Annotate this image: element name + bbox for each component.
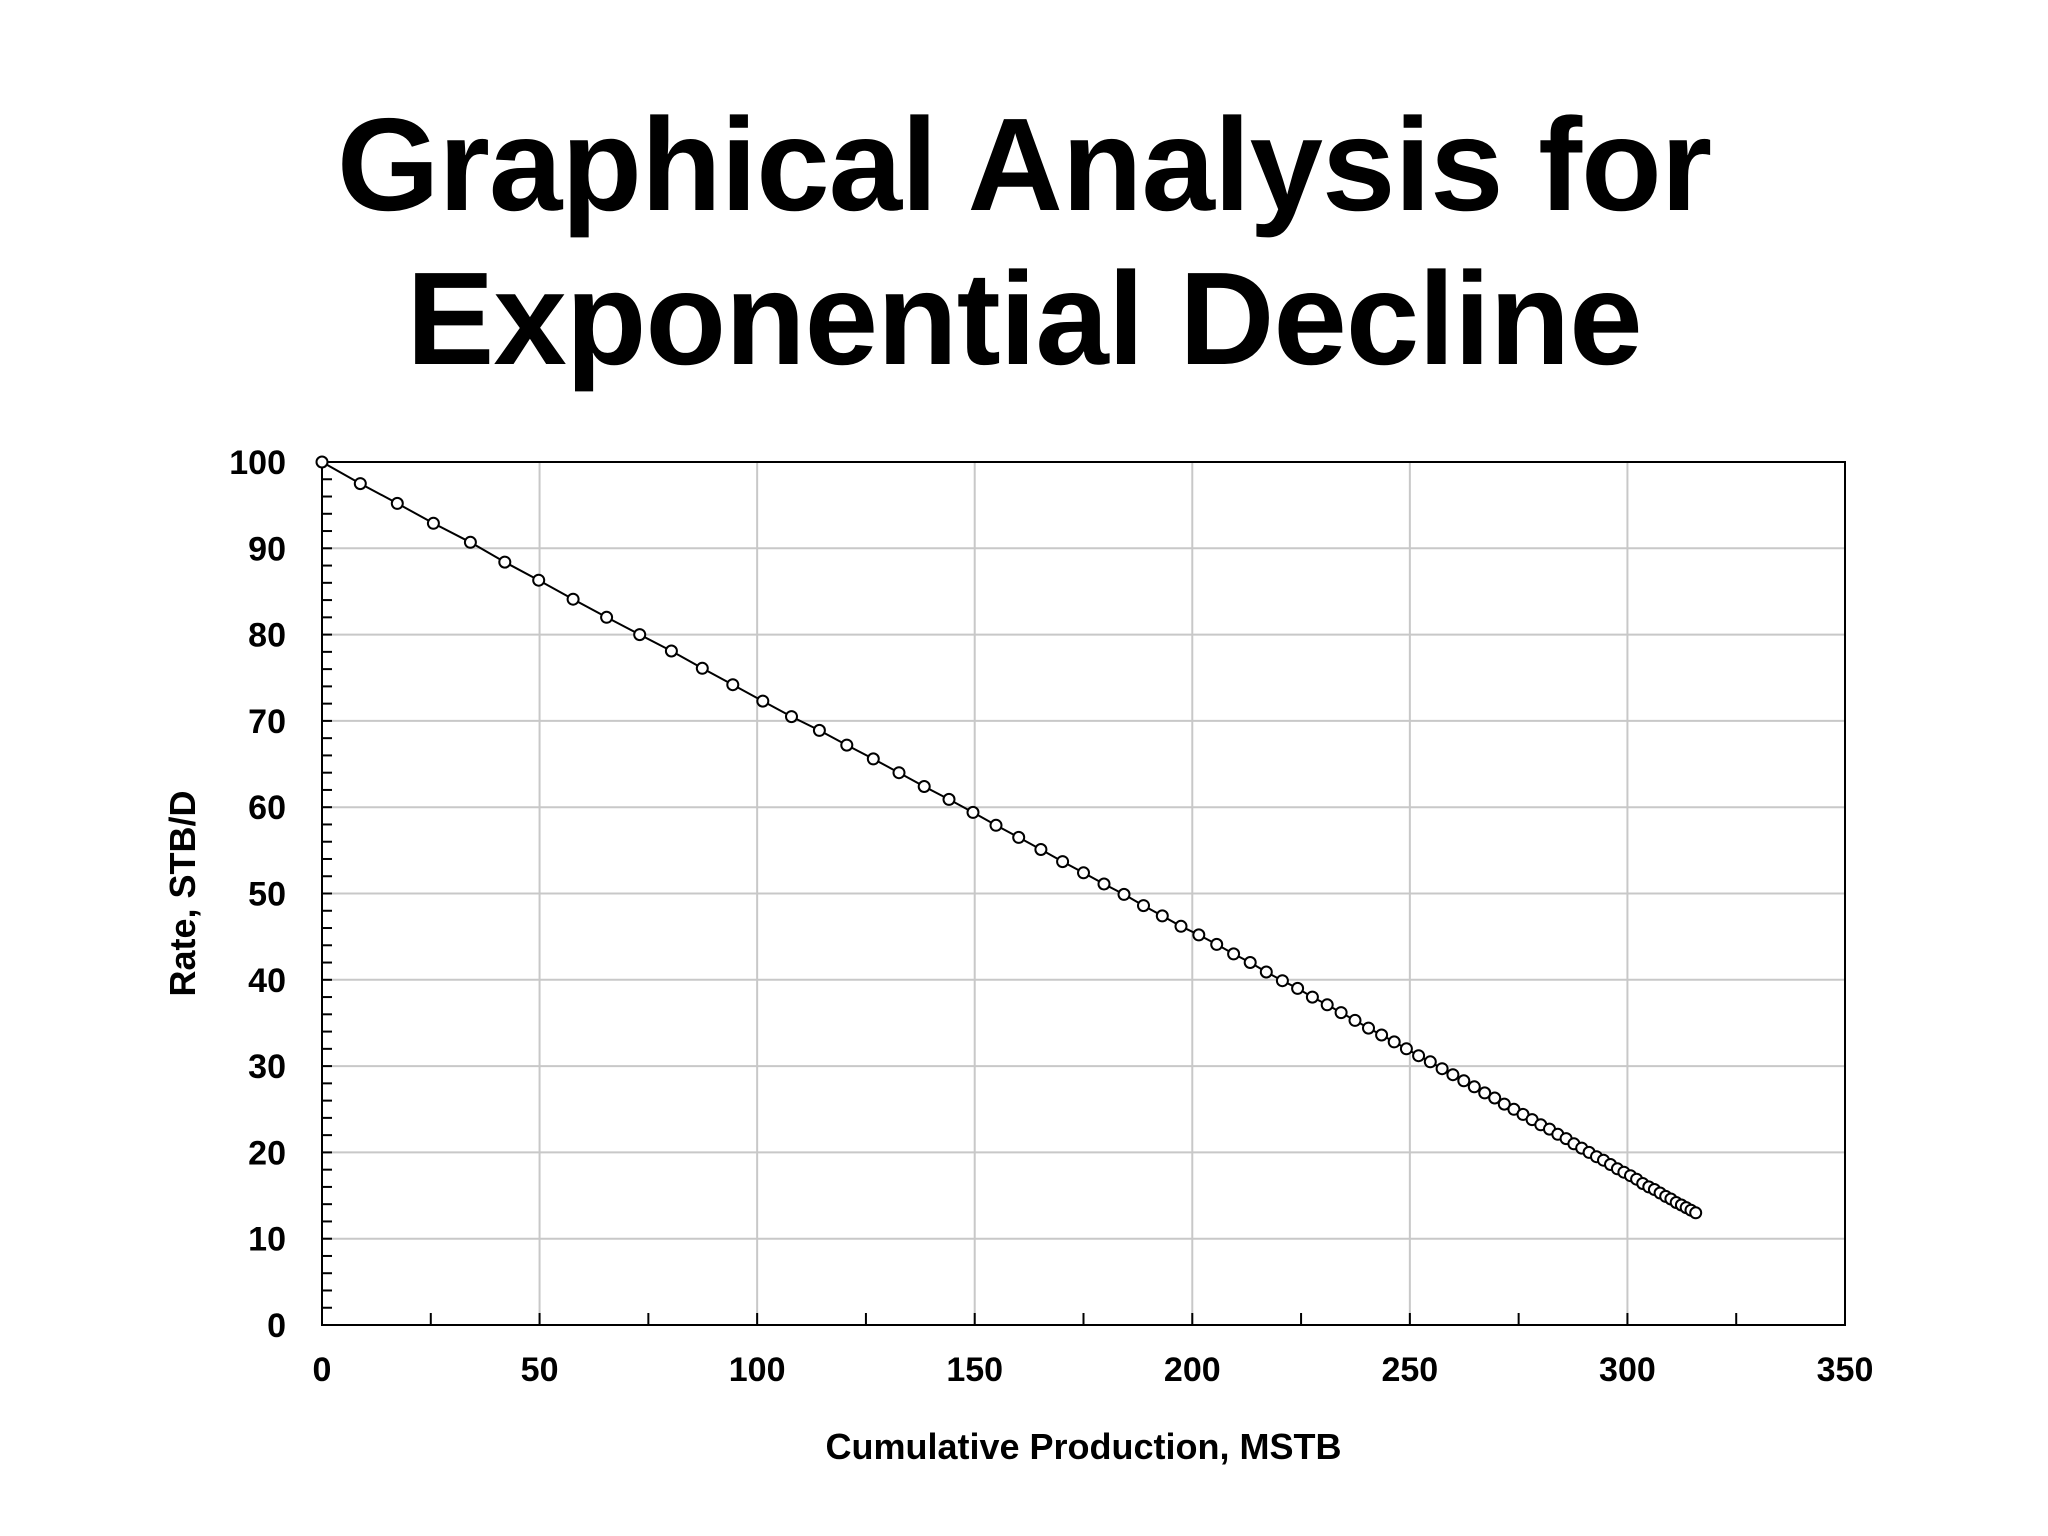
data-point xyxy=(1305,990,1319,1004)
data-point xyxy=(1488,1091,1502,1105)
data-point xyxy=(1227,947,1241,961)
data-point xyxy=(1259,965,1273,979)
y-tick-label: 20 xyxy=(248,1134,286,1172)
data-point xyxy=(1243,956,1257,969)
data-point xyxy=(1399,1042,1413,1056)
data-point xyxy=(866,752,880,766)
y-tick-label: 40 xyxy=(248,962,286,1000)
data-point xyxy=(942,792,956,806)
data-point xyxy=(1478,1086,1492,1100)
data-point xyxy=(1097,877,1111,891)
data-point xyxy=(463,535,477,549)
x-tick-label: 50 xyxy=(521,1351,559,1389)
data-point xyxy=(1457,1074,1471,1088)
data-point xyxy=(1362,1021,1375,1035)
data-point xyxy=(1387,1035,1401,1049)
x-axis-tick-labels: 0 50 100 150 200 250 300 350 xyxy=(313,1351,1874,1389)
data-point xyxy=(695,661,709,675)
data-point xyxy=(1467,1080,1481,1094)
data-point xyxy=(1034,843,1048,856)
data-point xyxy=(566,592,580,606)
data-point xyxy=(664,644,678,658)
x-tick-label: 150 xyxy=(946,1351,1003,1389)
data-point xyxy=(1446,1068,1460,1082)
x-tick-label: 200 xyxy=(1164,1351,1221,1389)
data-point xyxy=(1291,981,1305,995)
data-point xyxy=(812,723,826,737)
y-tick-label: 0 xyxy=(267,1307,286,1345)
x-tick-label: 250 xyxy=(1381,1351,1438,1389)
data-points xyxy=(315,455,1703,1220)
data-point xyxy=(1412,1049,1426,1063)
data-point xyxy=(1334,1006,1348,1020)
data-point xyxy=(989,818,1003,832)
data-point xyxy=(600,610,614,624)
gridlines xyxy=(322,462,1845,1325)
data-point xyxy=(1497,1097,1511,1111)
data-point xyxy=(785,710,798,724)
data-point xyxy=(966,805,980,819)
data-point xyxy=(1192,928,1206,942)
y-tick-label: 100 xyxy=(229,444,286,482)
data-point xyxy=(633,628,647,642)
data-point xyxy=(892,766,906,780)
y-tick-label: 90 xyxy=(248,530,286,568)
y-tick-label: 30 xyxy=(248,1048,286,1086)
data-point xyxy=(532,573,546,587)
data-point xyxy=(1435,1062,1449,1076)
data-point xyxy=(390,496,404,510)
data-point xyxy=(1423,1055,1437,1069)
data-point xyxy=(1137,899,1150,913)
minor-ticks xyxy=(322,478,1738,1325)
y-tick-label: 80 xyxy=(248,617,286,655)
data-point xyxy=(1117,887,1131,901)
data-point xyxy=(1320,998,1334,1012)
data-point xyxy=(498,555,512,569)
data-point xyxy=(1348,1013,1362,1027)
x-tick-label: 350 xyxy=(1817,1351,1874,1389)
slide-title-line-1: Graphical Analysis for xyxy=(336,91,1712,238)
data-point xyxy=(353,477,367,491)
y-tick-label: 60 xyxy=(248,789,286,827)
y-tick-label: 50 xyxy=(248,876,286,914)
data-point xyxy=(726,678,740,692)
data-point xyxy=(1056,855,1070,869)
data-point xyxy=(1275,974,1289,988)
data-point xyxy=(315,455,329,469)
data-point xyxy=(1012,830,1026,844)
data-point xyxy=(1210,937,1224,951)
data-point xyxy=(1689,1206,1703,1220)
x-axis-title: Cumulative Production, MSTB xyxy=(825,1426,1341,1467)
x-tick-label: 100 xyxy=(729,1351,786,1389)
plot-area-frame xyxy=(321,461,1846,1326)
slide-title-line-2: Exponential Decline xyxy=(406,245,1642,392)
y-tick-label: 70 xyxy=(248,703,286,741)
data-point xyxy=(1155,909,1169,923)
data-point xyxy=(840,738,854,752)
data-point xyxy=(1375,1028,1389,1042)
data-point xyxy=(917,780,931,793)
y-tick-label: 10 xyxy=(248,1221,286,1259)
data-point xyxy=(756,694,770,708)
slide-title: Graphical Analysis for Exponential Decli… xyxy=(0,88,2048,396)
y-axis-tick-labels: 0 10 20 30 40 50 60 70 80 90 100 xyxy=(229,444,286,1345)
x-tick-label: 300 xyxy=(1599,1351,1656,1389)
y-axis-title: Rate, STB/D xyxy=(162,790,203,996)
data-point xyxy=(1077,866,1090,880)
x-tick-label: 0 xyxy=(313,1351,332,1389)
data-point xyxy=(1174,919,1188,933)
data-point xyxy=(426,516,440,530)
